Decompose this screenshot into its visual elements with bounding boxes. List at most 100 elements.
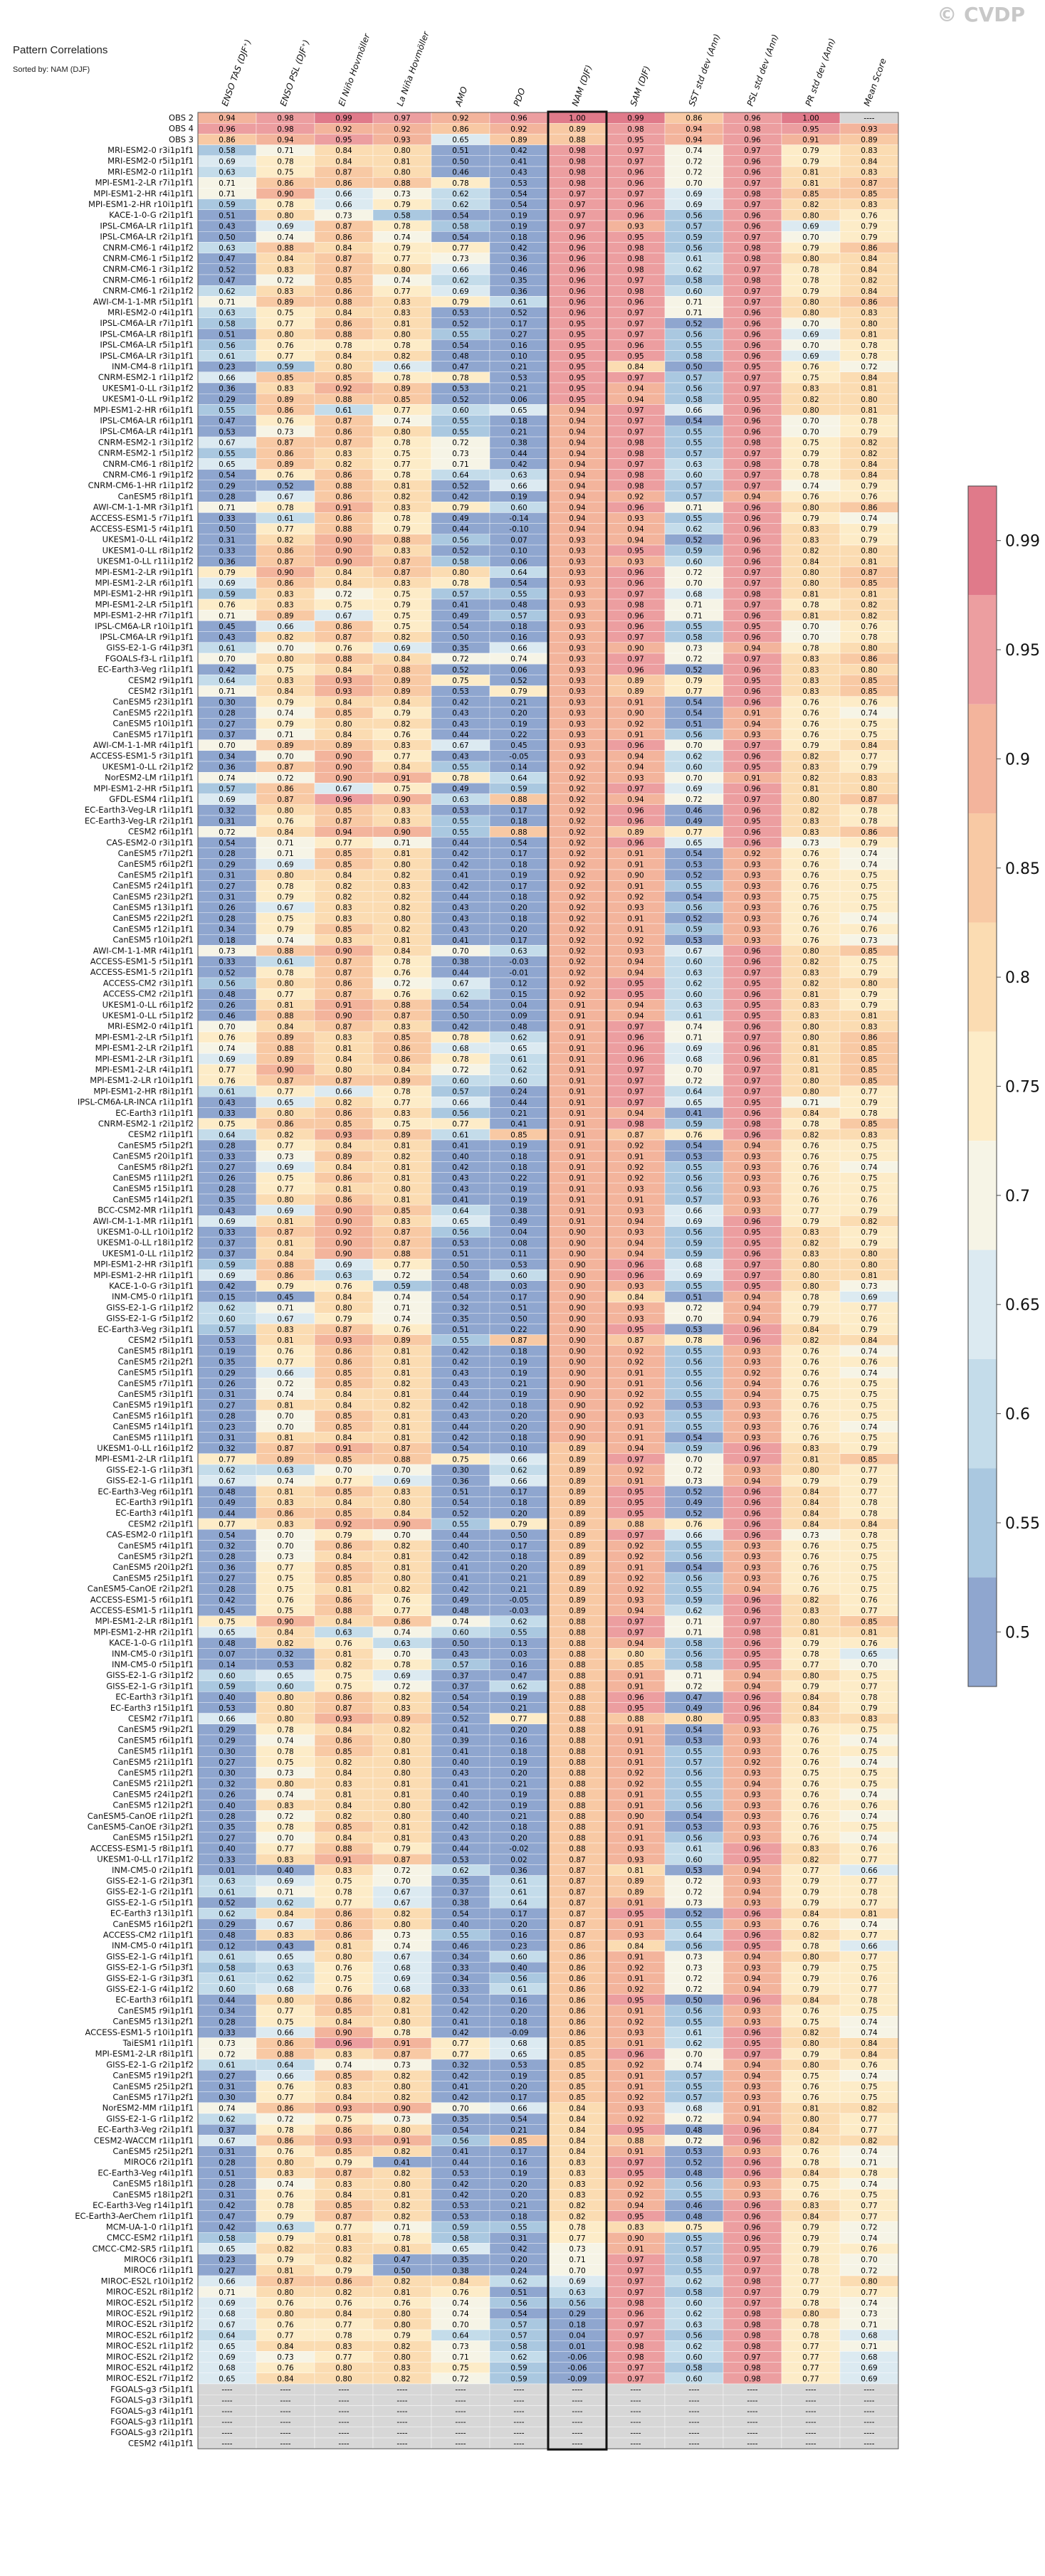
cell-value: 0.73	[861, 1282, 877, 1291]
cell-value: 0.98	[744, 277, 760, 285]
cell-value: 0.27	[219, 2266, 235, 2275]
cell-value: 0.20	[510, 709, 527, 718]
cell-value: 0.27	[219, 720, 235, 729]
cell-value: 0.83	[394, 818, 410, 826]
cell-value: 0.94	[744, 1683, 761, 1691]
cell-value: 0.89	[569, 1477, 585, 1486]
row-label: MPI-ESM1-2-HR r9i1p1f1	[93, 588, 194, 598]
cell-value: 0.73	[277, 1553, 293, 1561]
cell-value: 0.61	[219, 1975, 235, 1983]
cell-value: 0.66	[861, 1942, 878, 1951]
cell-value: 0.96	[627, 612, 644, 621]
cell-value: 0.16	[510, 1996, 527, 2005]
cell-value: 0.75	[861, 2007, 877, 2016]
cell-value: 0.76	[861, 2245, 878, 2254]
cell-value: 0.70	[802, 233, 819, 242]
cell-value: 0.55	[452, 428, 468, 436]
cell-value: 0.85	[335, 926, 352, 934]
cell-value: 0.78	[394, 1661, 410, 1669]
row-label: MPI-ESM1-2-LR r5i1p1f1	[95, 1032, 194, 1042]
cell-value: 0.91	[569, 1034, 585, 1042]
cell-value: 0.16	[510, 2158, 527, 2167]
cell-value: 0.93	[335, 1336, 352, 1345]
row-label: MPI-ESM1-2-LR r1i1p1f1	[95, 1454, 194, 1464]
cell-value: 0.45	[510, 741, 527, 750]
cell-value: 0.83	[335, 936, 352, 945]
cell-value: 0.17	[510, 850, 527, 858]
cell-value: 0.78	[569, 2224, 585, 2232]
cell-value: 0.78	[335, 1888, 352, 1896]
cell-value: 0.15	[219, 1293, 235, 1302]
cell-value: 0.71	[569, 2256, 585, 2264]
cell-value: 0.90	[569, 1315, 585, 1324]
cell-value: 0.98	[627, 125, 644, 134]
cell-value: 0.70	[277, 1542, 293, 1551]
cell-value: 0.93	[744, 1423, 760, 1432]
cell-value: 0.99	[335, 115, 352, 123]
row-label: BCC-CSM2-MR r1i1p1f1	[98, 1205, 194, 1215]
cell-value: 0.94	[627, 1607, 644, 1615]
cell-value: 0.80	[802, 1282, 819, 1291]
cell-value: 0.96	[569, 244, 586, 253]
cell-value: 0.71	[686, 504, 702, 512]
cell-value: 0.83	[394, 309, 410, 317]
cell-value: 0.86	[335, 1931, 352, 1940]
cell-value: 0.57	[686, 1196, 702, 1205]
cell-value: 0.85	[861, 1120, 877, 1129]
cell-value: 0.54	[452, 342, 469, 350]
cell-value: 0.69	[452, 287, 468, 296]
row-label: CanESM5 r23i1p2f1	[112, 892, 194, 902]
cell-value: 0.93	[744, 2191, 760, 2200]
cell-value: 0.93	[744, 1748, 760, 1756]
cell-value: 0.38	[510, 1207, 527, 1215]
cell-value: 0.20	[510, 1509, 527, 1518]
cell-value: 0.41	[510, 1120, 527, 1129]
row-label: CanESM5 r6i1p2f1	[118, 859, 194, 869]
cell-value: 0.75	[802, 893, 819, 902]
cell-value: 0.33	[219, 1109, 235, 1118]
cell-value: 0.60	[219, 1315, 235, 1324]
cell-value: 0.78	[802, 1650, 819, 1659]
cell-value: 0.44	[452, 1423, 469, 1432]
cell-value: 0.96	[744, 309, 761, 317]
cell-value: 0.67	[686, 947, 702, 956]
cell-value: 0.93	[744, 731, 760, 739]
cell-value: 0.86	[335, 493, 352, 502]
cell-value: 0.86	[277, 2039, 294, 2048]
cell-value: 0.96	[744, 991, 761, 999]
cell-value: 0.89	[277, 1455, 293, 1464]
cell-value: 0.78	[802, 1120, 819, 1129]
cell-value: 0.92	[627, 1467, 644, 1475]
cell-value: 0.89	[569, 1553, 585, 1561]
cell-value: 0.78	[394, 514, 410, 523]
cell-value: 0.58	[686, 277, 702, 285]
cell-value: 0.53	[452, 385, 468, 394]
cell-value: 0.81	[277, 1488, 293, 1496]
cell-value: 0.41	[686, 1109, 702, 1118]
cell-value: 0.91	[627, 1196, 644, 1205]
cell-value: 0.55	[510, 590, 527, 598]
cell-value: 0.95	[744, 2245, 760, 2254]
cell-value: 0.97	[627, 1066, 644, 1075]
cell-value: 0.85	[335, 1423, 352, 1432]
cell-value: 0.75	[861, 1401, 877, 1410]
cell-value: 0.83	[335, 1867, 352, 1875]
cell-value: 0.80	[335, 1066, 352, 1075]
row-label: IPSL-CM6A-LR r1i1p1f1	[100, 221, 194, 231]
cell-value: 0.77	[277, 1358, 293, 1367]
cell-value: 0.65	[452, 1218, 468, 1226]
cell-value: 0.94	[627, 1001, 644, 1010]
cell-value: 0.94	[744, 1953, 761, 1962]
cell-value: 0.72	[686, 169, 702, 177]
cell-value: 0.69	[686, 190, 702, 199]
row-label: KACE-1-0-G r3i1p1f1	[109, 1281, 194, 1291]
cell-value: 0.31	[219, 1390, 235, 1399]
cell-value: 0.42	[452, 860, 468, 869]
cell-value: 0.24	[510, 1088, 527, 1097]
cell-value: 0.94	[627, 1012, 644, 1020]
cell-value: 0.88	[510, 828, 527, 837]
cell-value: 0.46	[219, 1012, 236, 1020]
cell-value: 0.93	[744, 1347, 760, 1356]
cell-value: 0.33	[219, 958, 235, 966]
column-header: PSL std dev (Ann)	[745, 33, 781, 107]
